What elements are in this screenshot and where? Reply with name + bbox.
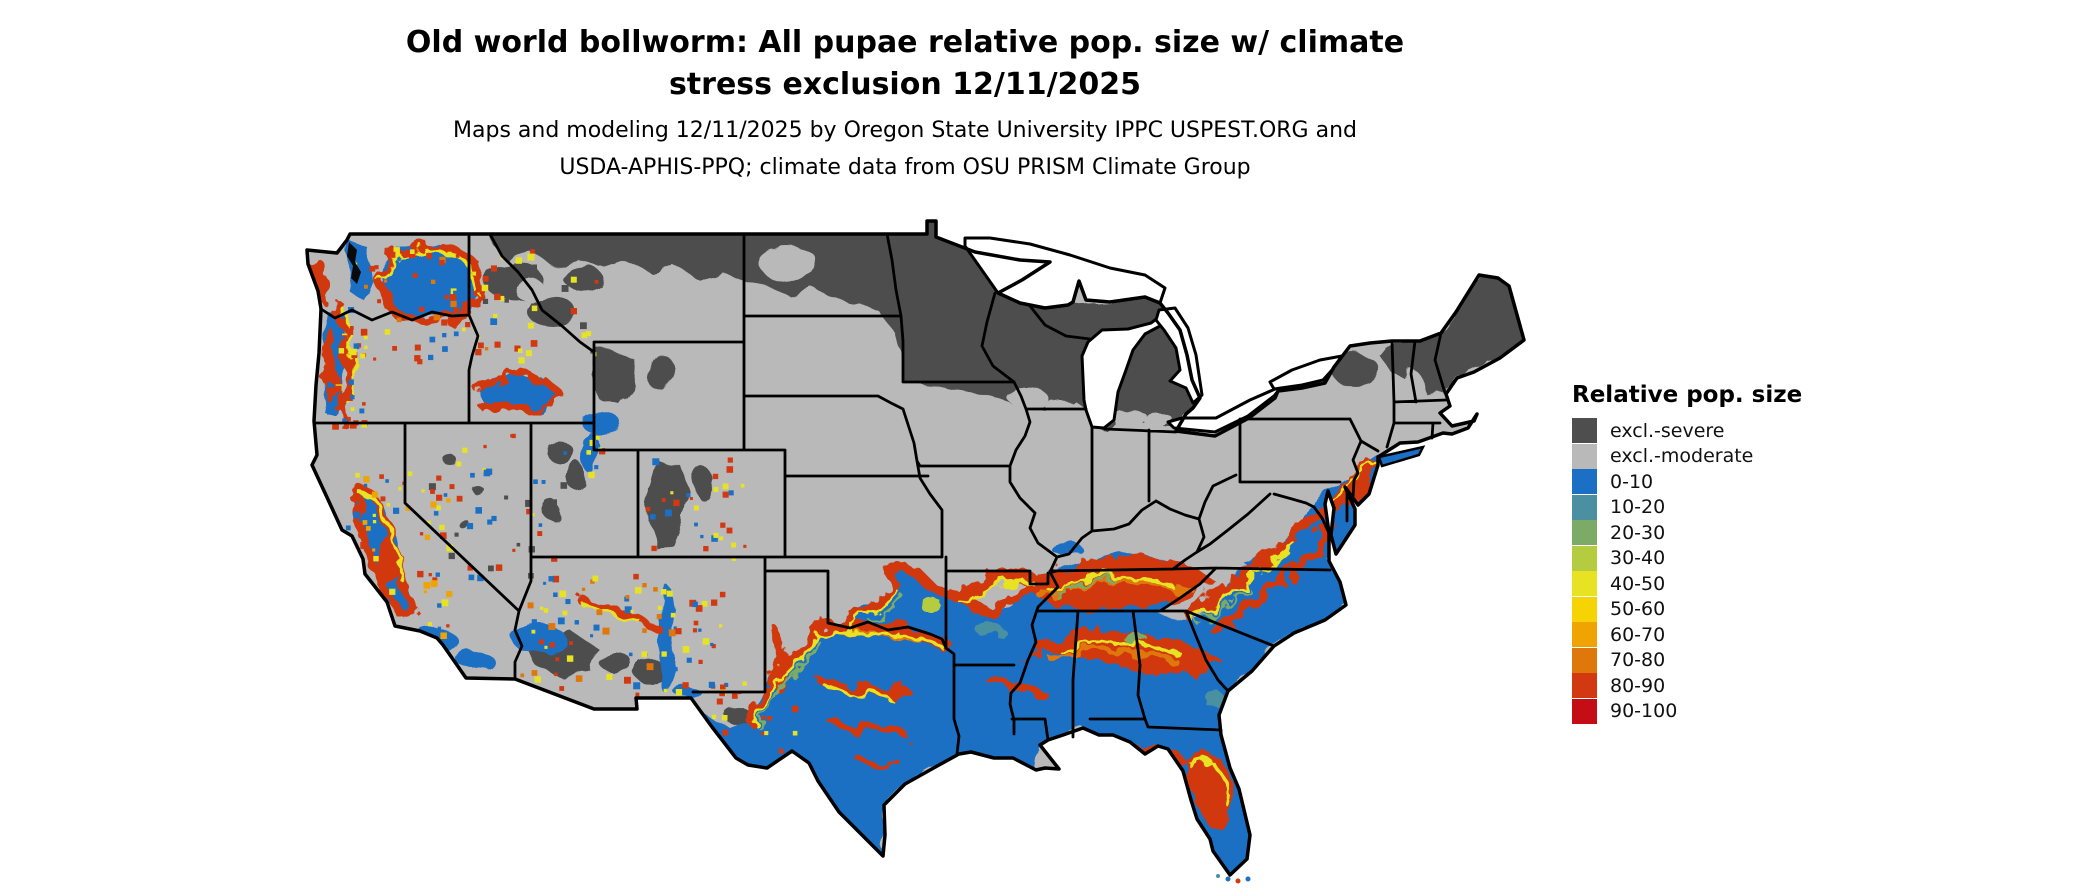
legend-swatch-o70: [1572, 647, 1597, 673]
florida-keys: [1216, 874, 1251, 884]
legend-label: 90-100: [1610, 700, 1678, 723]
legend-item: 0-10: [1572, 469, 1812, 495]
legend-rows: excl.-severe excl.-moderate 0-10 10-20 20-30…: [1572, 418, 1812, 724]
legend-label: 10-20: [1610, 496, 1666, 519]
legend-item: 70-80: [1572, 647, 1812, 674]
legend-item: excl.-moderate: [1572, 443, 1812, 470]
title-line-2: stress exclusion 12/11/2025: [668, 67, 1142, 102]
legend-label: 30-40: [1610, 547, 1666, 570]
legend-swatch-b0: [1572, 469, 1597, 495]
map-title: Old world bollworm: All pupae relative p…: [0, 22, 1810, 106]
subtitle-line-2: USDA-APHIS-PPQ; climate data from OSU PR…: [559, 155, 1251, 180]
legend-label: 20-30: [1610, 521, 1666, 544]
legend-item: 30-40: [1572, 545, 1812, 572]
zone-high-population-bands: [312, 240, 1378, 830]
legend-label: 80-90: [1610, 674, 1666, 697]
legend-label: 50-60: [1610, 598, 1666, 621]
legend-swatch-g30: [1572, 545, 1597, 571]
lake-erie: [1166, 384, 1284, 434]
puget-sound: [347, 242, 361, 284]
subtitle-line-1: Maps and modeling 12/11/2025 by Oregon S…: [453, 118, 1357, 143]
map-legend: Relative pop. size excl.-severe excl.-mod…: [1572, 382, 1812, 724]
legend-label: 0-10: [1610, 470, 1654, 493]
speckle-texture: [327, 247, 807, 762]
map-subtitle: Maps and modeling 12/11/2025 by Oregon S…: [0, 112, 1810, 186]
legend-swatch-o60: [1572, 622, 1597, 648]
legend-label: 40-50: [1610, 572, 1666, 595]
legend-item: 10-20: [1572, 494, 1812, 521]
legend-item: 20-30: [1572, 520, 1812, 546]
long-island: [1377, 445, 1426, 468]
state-borders: [312, 232, 1448, 756]
legend-label: 70-80: [1610, 649, 1666, 672]
legend-swatch-y40: [1572, 571, 1597, 597]
legend-label: excl.-severe: [1610, 419, 1725, 442]
legend-item: 50-60: [1572, 596, 1812, 623]
legend-item: 60-70: [1572, 622, 1812, 648]
lake-michigan: [1080, 315, 1162, 430]
legend-item: 80-90: [1572, 673, 1812, 699]
legend-swatch-r90: [1572, 698, 1597, 724]
legend-swatch-g20: [1572, 520, 1597, 546]
legend-swatch-moderate: [1572, 443, 1597, 469]
legend-label: excl.-moderate: [1610, 445, 1754, 468]
legend-swatch-severe: [1572, 418, 1597, 444]
us-choropleth-map: [230, 160, 1540, 892]
legend-label: 60-70: [1610, 623, 1666, 646]
legend-item: 40-50: [1572, 571, 1812, 597]
legend-swatch-b10: [1572, 494, 1597, 520]
legend-item: excl.-severe: [1572, 418, 1812, 444]
legend-swatch-y50: [1572, 596, 1597, 622]
legend-title: Relative pop. size: [1572, 382, 1803, 408]
legend-swatch-r80: [1572, 673, 1597, 699]
legend-item: 90-100: [1572, 698, 1812, 725]
title-line-1: Old world bollworm: All pupae relative p…: [405, 25, 1405, 60]
